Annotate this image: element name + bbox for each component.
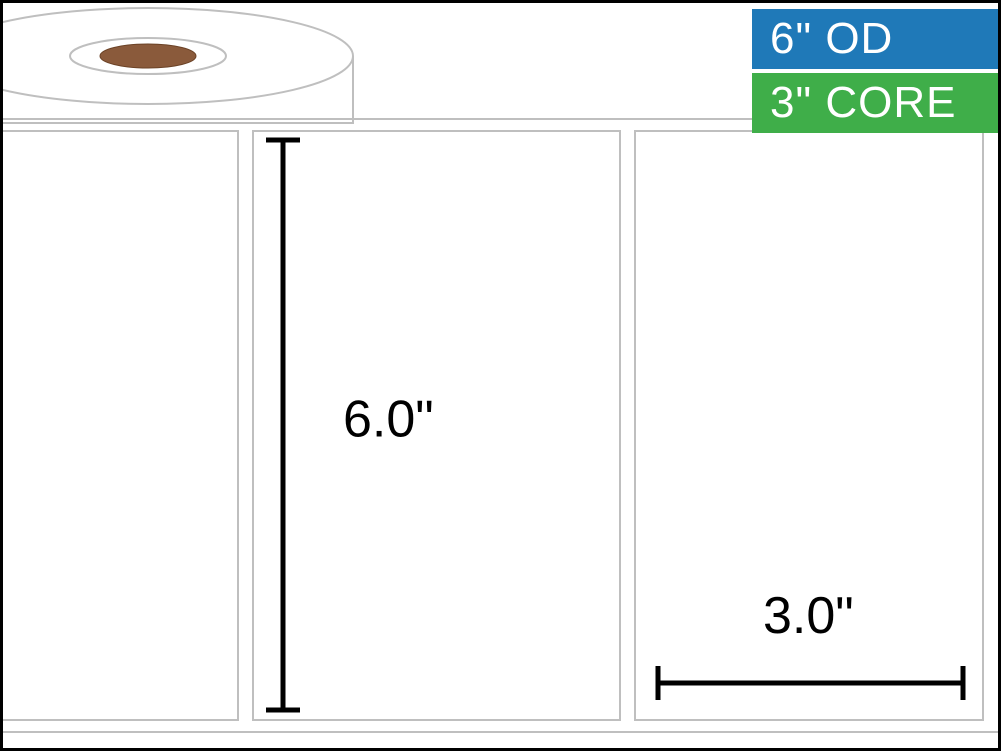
label-roll-diagram: 6.0" 3.0" 6" OD 3" CORE <box>0 0 1001 751</box>
width-dimension-text: 3.0" <box>763 587 854 645</box>
roll-hub-ellipse <box>100 44 196 68</box>
label-rect-1 <box>253 131 620 720</box>
label-rect-0 <box>3 131 238 720</box>
core-badge: 3" CORE <box>752 73 998 133</box>
od-badge: 6" OD <box>752 9 998 69</box>
height-dimension-text: 6.0" <box>343 391 434 449</box>
